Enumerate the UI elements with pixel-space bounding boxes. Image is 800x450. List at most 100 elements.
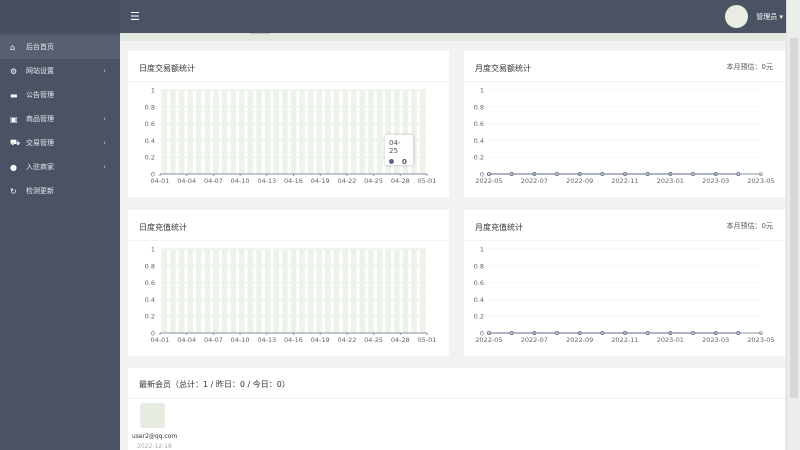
scrollbar[interactable]: [786, 0, 800, 450]
bar-background: [282, 249, 288, 333]
bar-background: [161, 249, 168, 333]
user-menu[interactable]: 管理员 ▾: [756, 13, 783, 21]
bar-background: [419, 249, 426, 333]
sidebar-item-0[interactable]: ⌂ 后台首页: [0, 35, 120, 59]
card-title: 最新会员（总计：1 / 昨日：0 / 今日：0）: [128, 368, 785, 399]
x-tick-label: 04-19: [311, 177, 330, 185]
bar-background: [359, 249, 366, 333]
sidebar-item-label: 入驻商家: [26, 163, 54, 171]
bar-background: [290, 90, 297, 174]
bar-background: [230, 249, 237, 333]
x-tick-label: 2023-01: [657, 336, 684, 344]
bar-background: [402, 90, 409, 174]
sidebar-logo-area: [0, 0, 120, 33]
x-tick-label: 04-01: [151, 177, 170, 185]
bar-background: [161, 90, 168, 174]
x-tick-label: 04-13: [257, 336, 276, 344]
daily-recharge-chart[interactable]: 0 0.2 0.4 0.6 0.8 1 04-01 04-04 04-07 04-10 04-13 0…: [128, 210, 449, 356]
sidebar-item-1[interactable]: ⚙ 网站设置 ›: [0, 59, 120, 83]
x-tick-label: 2022-11: [611, 336, 638, 344]
sidebar-item-6[interactable]: ↻ 检测更新: [0, 179, 120, 203]
bar-background: [411, 90, 417, 174]
sidebar-item-3[interactable]: ▣ 商品管理 ›: [0, 107, 120, 131]
y-tick-label: 0.4: [474, 137, 484, 145]
monthly-trade-chart[interactable]: 0 0.2 0.4 0.6 0.8 1 2022-05 2022-07 2022-09 2022-…: [464, 51, 785, 197]
bar-background: [299, 249, 305, 333]
monthly-recharge-chart[interactable]: 0 0.2 0.4 0.6 0.8 1 2022-05 2022-07 2022-09 2022-…: [464, 210, 785, 356]
x-tick-label: 2022-11: [611, 177, 638, 185]
bar-background: [290, 249, 297, 333]
bar-background: [204, 249, 211, 333]
chevron-right-icon: ›: [103, 115, 106, 123]
bar-background: [402, 249, 409, 333]
home-icon: ⌂: [10, 42, 16, 52]
bar-background: [419, 90, 426, 174]
y-tick-label: 0: [480, 330, 484, 338]
hamburger-icon[interactable]: ☰: [130, 10, 140, 23]
bar-background: [247, 249, 254, 333]
y-tick-label: 0.4: [145, 296, 155, 304]
bar-background: [333, 249, 340, 333]
bar-background: [247, 90, 254, 174]
member-avatar[interactable]: [140, 403, 165, 428]
x-tick-label: 2023-03: [702, 336, 729, 344]
chevron-right-icon: ›: [103, 139, 106, 147]
bar-background: [264, 249, 271, 333]
sidebar: ⌂ 后台首页 ⚙ 网站设置 › ▬ 公告管理 ▣ 商品管理 › ⛟ 交易管理 › ● 入驻商家 › ↻ 检测更新: [0, 0, 120, 450]
y-tick-label: 0: [151, 330, 155, 338]
scrollbar-thumb[interactable]: [790, 38, 798, 398]
bar-background: [195, 90, 202, 174]
x-tick-label: 2022-07: [521, 336, 548, 344]
sidebar-item-2[interactable]: ▬ 公告管理: [0, 83, 120, 107]
x-tick-label: 04-13: [257, 177, 276, 185]
bar-background: [221, 90, 228, 174]
x-tick-label: 04-01: [151, 336, 170, 344]
content-banner: [120, 33, 785, 41]
x-tick-label: 04-10: [231, 177, 250, 185]
x-tick-label: 04-16: [284, 336, 303, 344]
chevron-right-icon: ›: [103, 67, 106, 75]
gear-icon: ⚙: [10, 66, 18, 76]
x-tick-label: 2023-05: [747, 177, 774, 185]
x-tick-label: 2022-09: [566, 177, 593, 185]
daily-trade-chart[interactable]: 0 0.2 0.4 0.6 0.8 1 04-01 04-04 04-07 04-10 04-13 0…: [128, 51, 449, 197]
tooltip-label: 04-25: [389, 139, 401, 155]
bar-background: [195, 249, 202, 333]
card-icon: ▬: [10, 90, 18, 100]
member-email: user2@qq.com: [132, 433, 178, 440]
user-name: 管理员: [756, 13, 778, 21]
sidebar-item-4[interactable]: ⛟ 交易管理 ›: [0, 131, 120, 155]
bar-background: [239, 90, 245, 174]
month-estimate: 本月预估：0元: [726, 222, 773, 230]
y-tick-label: 0.8: [474, 103, 484, 111]
daily-recharge-card: 日度充值统计 0 0.2 0.4 0.6 0.8 1 04-01 04-04 04-07 04-1…: [128, 210, 449, 356]
series-dot-icon: [389, 159, 394, 164]
x-tick-label: 05-01: [418, 177, 437, 185]
bar-background: [325, 249, 331, 333]
y-tick-label: 0.6: [145, 120, 155, 128]
y-tick-label: 1: [480, 246, 484, 254]
y-tick-label: 0.8: [145, 103, 155, 111]
bar-background: [342, 249, 348, 333]
x-tick-label: 2022-07: [521, 177, 548, 185]
y-tick-label: 0.2: [145, 313, 155, 321]
sidebar-item-label: 后台首页: [26, 43, 54, 51]
y-tick-label: 0.8: [145, 262, 155, 270]
bar-background: [325, 90, 331, 174]
bar-background: [385, 90, 392, 174]
bar-background: [333, 90, 340, 174]
avatar[interactable]: [725, 5, 748, 28]
bar-background: [307, 249, 314, 333]
y-tick-label: 0.2: [145, 154, 155, 162]
user-icon: ●: [10, 162, 17, 172]
cart-icon: ⛟: [10, 138, 21, 147]
bar-background: [350, 249, 357, 333]
bar-background: [213, 249, 219, 333]
card-title: 月度充值统计: [464, 210, 785, 241]
latest-members-card: 最新会员（总计：1 / 昨日：0 / 今日：0） user2@qq.com 20…: [128, 368, 785, 450]
bar-background: [376, 249, 383, 333]
x-tick-label: 04-04: [177, 177, 196, 185]
x-tick-label: 2023-05: [747, 336, 774, 344]
refresh-icon: ↻: [10, 186, 17, 196]
sidebar-item-5[interactable]: ● 入驻商家 ›: [0, 155, 120, 179]
